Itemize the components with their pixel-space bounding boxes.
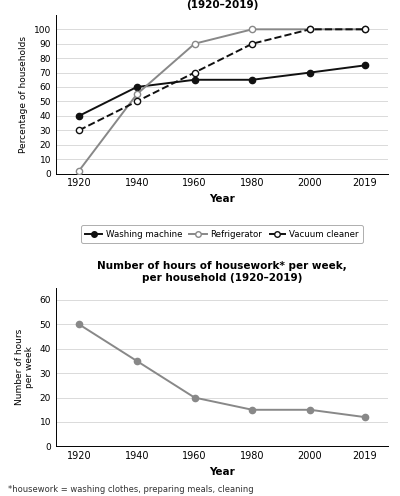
Title: Number of hours of housework* per week,
per household (1920–2019): Number of hours of housework* per week, … (97, 261, 347, 283)
Text: *housework = washing clothes, preparing meals, cleaning: *housework = washing clothes, preparing … (8, 485, 254, 494)
X-axis label: Year: Year (209, 194, 235, 204)
Legend: Washing machine, Refrigerator, Vacuum cleaner: Washing machine, Refrigerator, Vacuum cl… (81, 225, 363, 243)
Title: Percentage of households with electrical appliances
(1920–2019): Percentage of households with electrical… (68, 0, 376, 10)
X-axis label: Year: Year (209, 467, 235, 477)
Y-axis label: Number of hours
per week: Number of hours per week (15, 329, 34, 405)
Y-axis label: Percentage of households: Percentage of households (19, 36, 28, 153)
